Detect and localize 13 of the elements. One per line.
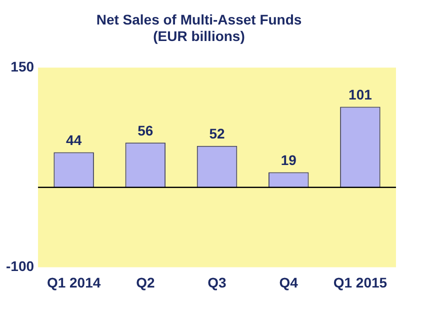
y-tick-label: -100 <box>6 258 34 274</box>
data-label: 56 <box>138 122 154 139</box>
x-tick-label: Q3 <box>208 274 227 290</box>
data-label: 101 <box>348 86 372 103</box>
x-tick-label: Q2 <box>136 274 155 290</box>
x-tick-label: Q1 2015 <box>333 274 388 290</box>
chart-title: Net Sales of Multi-Asset Funds (EUR billions) <box>96 11 302 44</box>
x-tick-label: Q4 <box>279 274 298 290</box>
data-label: 44 <box>66 132 82 148</box>
y-tick-label: 150 <box>10 58 34 74</box>
data-label: 19 <box>280 152 297 168</box>
data-label: 52 <box>209 126 226 142</box>
x-tick-label: Q1 2014 <box>46 274 101 290</box>
